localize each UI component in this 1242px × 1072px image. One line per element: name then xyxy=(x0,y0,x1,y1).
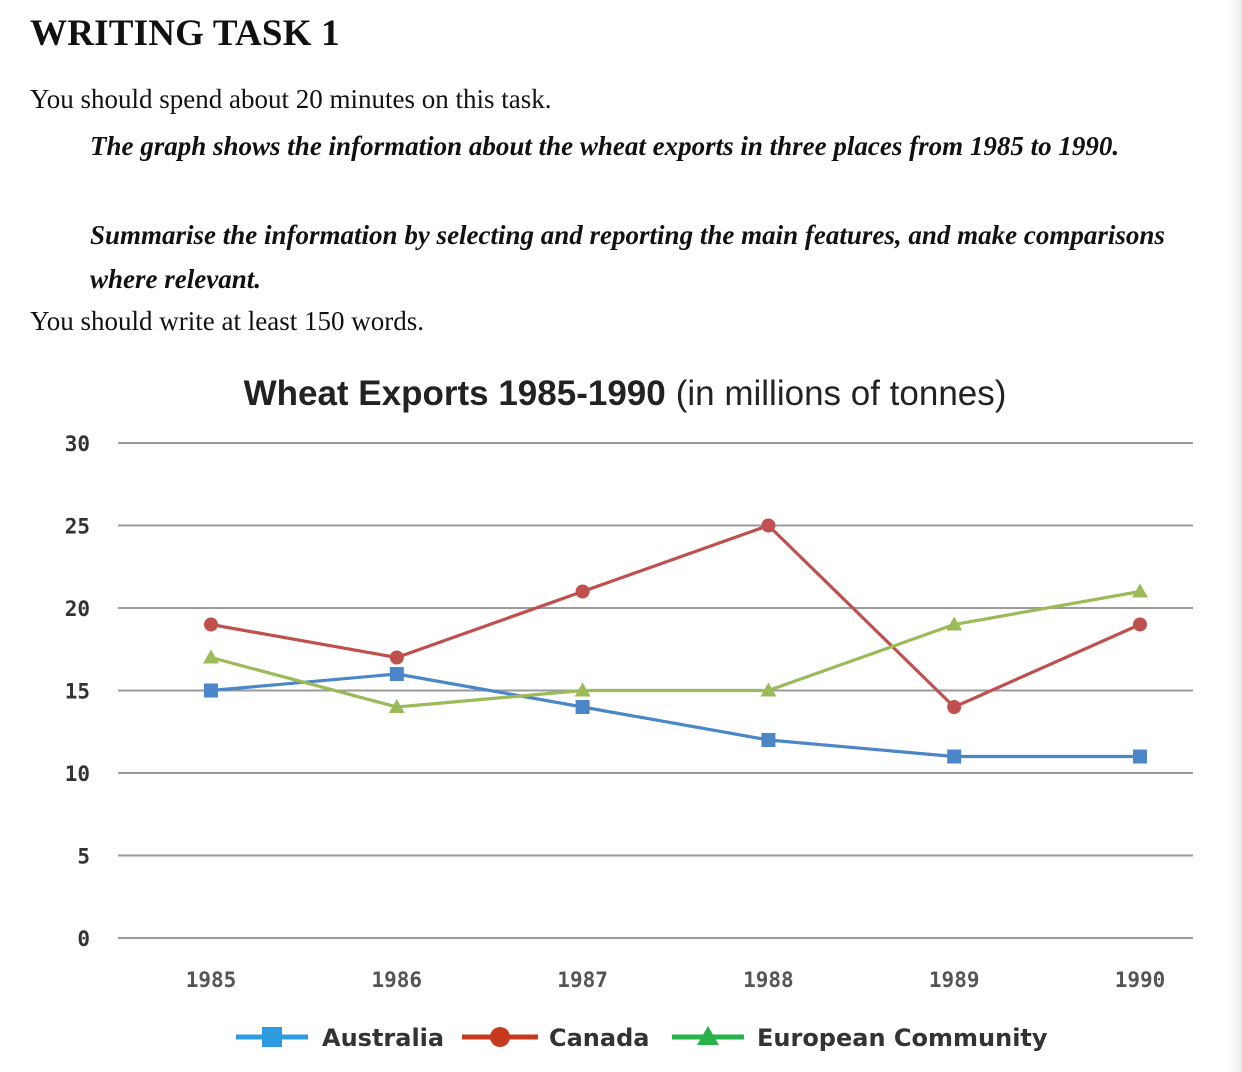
task-time-instruction: You should spend about 20 minutes on thi… xyxy=(30,84,552,114)
data-point-australia xyxy=(761,733,776,747)
series-line-canada xyxy=(210,523,1141,709)
line-chart: 0 5 10 15 20 25 30 1985 1986 1987 1988 1989 1990 Au… xyxy=(0,355,1242,1072)
legend-marker-canada xyxy=(490,1027,510,1047)
series-line-australia xyxy=(210,672,1140,759)
data-point-european-community xyxy=(946,616,963,631)
chart-series xyxy=(203,518,1148,764)
task-heading: WRITING TASK 1 xyxy=(30,13,340,54)
data-point-european-community xyxy=(388,699,405,713)
y-tick-label: 25 xyxy=(65,515,90,539)
y-tick-label: 10 xyxy=(65,762,90,786)
data-point-canada xyxy=(575,584,590,599)
x-tick-label: 1988 xyxy=(743,968,794,992)
data-point-australia xyxy=(204,683,218,698)
x-tick-label: 1990 xyxy=(1115,968,1166,992)
data-point-australia xyxy=(389,667,404,681)
chart-title: Wheat Exports 1985-1990 (in millions of t… xyxy=(244,374,1007,413)
y-tick-label: 0 xyxy=(77,927,90,951)
task-word-count-instruction: You should write at least 150 words. xyxy=(30,306,424,336)
y-tick-label: 30 xyxy=(65,432,90,456)
data-point-canada xyxy=(389,650,404,665)
x-axis-ticks: 1985 1986 1987 1988 1989 1990 xyxy=(186,968,1166,992)
data-point-canada xyxy=(761,518,776,533)
data-point-australia xyxy=(947,749,962,764)
data-point-canada xyxy=(204,617,218,632)
data-point-australia xyxy=(1133,749,1147,764)
x-tick-label: 1987 xyxy=(557,968,608,992)
y-tick-label: 5 xyxy=(77,845,90,869)
data-point-european-community xyxy=(574,682,591,697)
legend-label-european-community: European Community xyxy=(757,1024,1048,1052)
legend-marker-australia xyxy=(262,1027,282,1047)
data-point-european-community xyxy=(1132,583,1148,598)
data-point-australia xyxy=(575,700,590,714)
y-tick-label: 20 xyxy=(65,597,90,621)
chart-title-unit: (in millions of tonnes) xyxy=(676,374,1007,413)
legend-label-canada: Canada xyxy=(549,1024,649,1052)
data-point-canada xyxy=(1133,617,1147,632)
legend-label-australia: Australia xyxy=(322,1024,444,1052)
x-tick-label: 1986 xyxy=(372,968,423,992)
chart-legend: Australia Canada European Community xyxy=(236,1024,1048,1052)
chart-title-main: Wheat Exports 1985-1990 xyxy=(244,374,666,413)
y-tick-label: 15 xyxy=(65,680,90,704)
y-axis-ticks: 0 5 10 15 20 25 30 xyxy=(65,432,90,951)
data-point-european-community xyxy=(203,649,219,664)
scroll-edge-shade xyxy=(1228,0,1242,1072)
data-point-european-community xyxy=(760,682,777,697)
series-line-european-community xyxy=(210,589,1141,709)
task-prompt-instruction: Summarise the information by selecting a… xyxy=(90,220,1165,294)
data-point-canada xyxy=(947,700,962,714)
chart-gridlines xyxy=(118,442,1193,939)
line-chart-svg: 0 5 10 15 20 25 30 1985 1986 1987 1988 1989 1990 Au… xyxy=(65,374,1193,1052)
task-prompt-description: The graph shows the information about th… xyxy=(90,131,1120,161)
legend-marker-european-community xyxy=(697,1026,719,1045)
x-tick-label: 1989 xyxy=(929,968,980,992)
x-tick-label: 1985 xyxy=(186,968,237,992)
